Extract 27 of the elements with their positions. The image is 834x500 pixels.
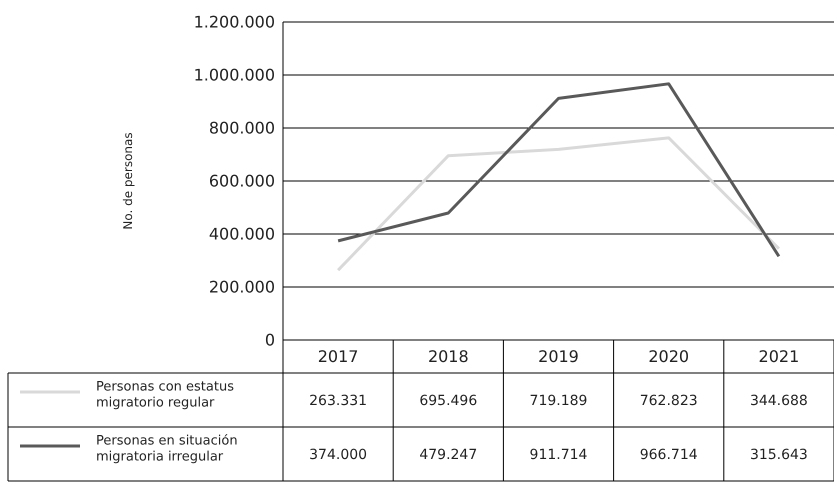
y-tick-label: 1.000.000 xyxy=(194,66,275,85)
y-tick-label: 200.000 xyxy=(208,278,275,297)
data-label: 966.714 xyxy=(640,446,698,463)
legend-label: Personas con estatus migratorio regular xyxy=(96,380,234,411)
legend-label: Personas en situación migratoria irregular xyxy=(96,434,238,465)
x-tick-label: 2021 xyxy=(758,347,800,366)
data-label: 374.000 xyxy=(309,446,368,463)
data-label: 315.643 xyxy=(750,446,808,463)
y-tick-label: 800.000 xyxy=(208,118,275,138)
data-label: 479.247 xyxy=(419,446,478,463)
line-series xyxy=(336,82,780,258)
data-label: 263.331 xyxy=(309,392,368,409)
x-tick-label: 2018 xyxy=(428,347,469,366)
y-tick-label: 0 xyxy=(264,330,275,350)
y-tick-label: 400.000 xyxy=(208,224,275,244)
data-label: 695.496 xyxy=(419,392,478,409)
data-label: 719.189 xyxy=(530,392,588,409)
x-tick-label: 2017 xyxy=(318,347,358,366)
data-label: 344.688 xyxy=(750,392,808,409)
data-label: 762.823 xyxy=(640,392,698,409)
y-axis-title: No. de personas xyxy=(121,132,135,230)
line-series xyxy=(336,136,780,272)
y-tick-label: 600.000 xyxy=(208,172,275,191)
x-tick-label: 2020 xyxy=(648,347,690,366)
y-tick-label: 1.200.000 xyxy=(194,12,275,32)
data-label: 911.714 xyxy=(530,446,588,463)
x-tick-label: 2019 xyxy=(538,347,579,366)
